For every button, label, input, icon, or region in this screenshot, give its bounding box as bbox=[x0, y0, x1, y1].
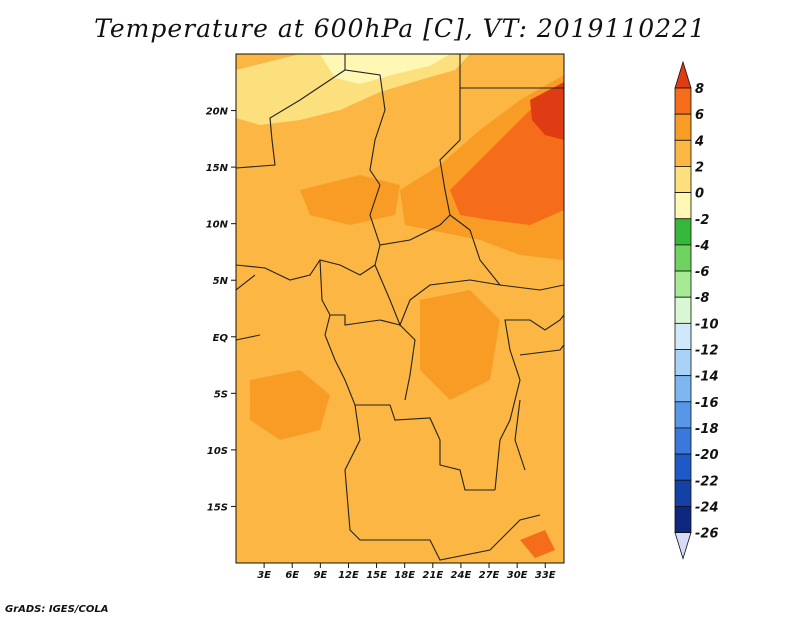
colorbar-swatch bbox=[674, 139, 692, 167]
lon-tick-label: 33E bbox=[535, 570, 556, 581]
colorbar-swatch bbox=[674, 401, 692, 429]
chart-title: Temperature at 600hPa [C], VT: 201911022… bbox=[94, 14, 706, 43]
country-borders bbox=[236, 54, 564, 561]
colorbar-label: 6 bbox=[695, 108, 704, 123]
colorbar-label: 4 bbox=[694, 134, 704, 149]
colorbar-label: 0 bbox=[695, 187, 704, 202]
lat-tick-label: 20N bbox=[206, 107, 229, 118]
field-region bbox=[250, 370, 330, 440]
colorbar-swatch bbox=[674, 427, 692, 455]
border-line bbox=[494, 314, 564, 491]
colorbar-label: -2 bbox=[695, 213, 709, 228]
colorbar-label: -12 bbox=[695, 344, 719, 359]
border-line bbox=[374, 264, 501, 327]
colorbar-swatch bbox=[674, 375, 692, 403]
colorbar-swatch bbox=[674, 479, 692, 507]
lon-tick-label: 27E bbox=[479, 570, 500, 581]
colorbar-swatch bbox=[674, 505, 692, 533]
field-region bbox=[520, 530, 555, 558]
lat-tick-label: 10N bbox=[206, 220, 229, 231]
lat-tick-label: 5S bbox=[214, 389, 228, 400]
lon-tick-label: 30E bbox=[507, 570, 528, 581]
lon-tick-label: 24E bbox=[451, 570, 472, 581]
lon-tick-label: 12E bbox=[338, 570, 359, 581]
colorbar-label: -10 bbox=[695, 317, 719, 332]
lon-tick-label: 18E bbox=[394, 570, 415, 581]
border-line bbox=[236, 184, 381, 281]
lat-tick-label: 15N bbox=[206, 163, 229, 174]
lat-tick-label: 15S bbox=[207, 502, 228, 513]
colorbar-label: 2 bbox=[695, 160, 704, 175]
field-region bbox=[300, 175, 400, 225]
colorbar-swatch bbox=[674, 218, 692, 246]
colorbar-swatch bbox=[674, 166, 692, 193]
field-region bbox=[236, 54, 470, 125]
colorbar-label: -6 bbox=[695, 265, 709, 280]
colorbar-label: 8 bbox=[695, 82, 704, 97]
colorbar-label: -4 bbox=[695, 239, 709, 254]
colorbar-swatch bbox=[674, 349, 692, 377]
colorbar-swatch bbox=[674, 453, 692, 481]
border-line bbox=[236, 259, 401, 326]
lon-tick-label: 21E bbox=[422, 570, 443, 581]
lat-tick-label: 5N bbox=[213, 276, 229, 287]
colorbar-max-arrow bbox=[674, 60, 692, 89]
colorbar-swatch bbox=[674, 322, 692, 350]
border-line bbox=[324, 314, 495, 491]
border-line bbox=[439, 88, 564, 291]
border-line bbox=[399, 324, 416, 401]
colorbar: 8 6 4 2 0 -2 -4 -6 -8 -10 -12 -14 -16 -18 -20 -22 -24 -26 bbox=[674, 60, 719, 560]
map-frame bbox=[235, 53, 565, 564]
colorbar-label: -14 bbox=[695, 370, 719, 385]
temperature-field bbox=[236, 54, 564, 563]
colorbar-label: -16 bbox=[695, 396, 719, 411]
colorbar-label: -18 bbox=[695, 422, 719, 437]
lon-tick-label: 15E bbox=[366, 570, 387, 581]
colorbar-swatch bbox=[674, 87, 692, 115]
field-region bbox=[530, 82, 564, 140]
border-line bbox=[379, 214, 451, 246]
lat-tick-label: EQ bbox=[213, 333, 229, 344]
colorbar-swatch bbox=[674, 192, 692, 220]
border-line bbox=[344, 404, 541, 561]
colorbar-swatch bbox=[674, 270, 692, 298]
lon-tick-label: 3E bbox=[257, 570, 271, 581]
colorbar-min-arrow bbox=[674, 532, 692, 560]
colorbar-label: -26 bbox=[695, 527, 719, 542]
lon-tick-label: 6E bbox=[285, 570, 299, 581]
colorbar-label: -20 bbox=[695, 448, 719, 463]
border-line bbox=[236, 334, 564, 471]
lat-axis: 20N 15N 10N 5N EQ 5S 10S 15S bbox=[206, 107, 236, 513]
colorbar-swatch bbox=[674, 244, 692, 272]
field-region bbox=[420, 290, 500, 400]
lon-axis: 3E 6E 9E 12E 15E 18E 21E 24E 27E 30E 33E bbox=[257, 563, 556, 581]
colorbar-swatch bbox=[674, 296, 692, 324]
lat-tick-label: 10S bbox=[207, 446, 228, 457]
colorbar-swatch bbox=[674, 113, 692, 141]
grads-credit: GrADS: IGES/COLA bbox=[5, 604, 109, 615]
field-region bbox=[320, 54, 450, 84]
colorbar-label: -24 bbox=[695, 500, 719, 515]
colorbar-label: -8 bbox=[695, 291, 709, 306]
colorbar-label: -22 bbox=[695, 474, 719, 489]
lon-tick-label: 9E bbox=[313, 570, 327, 581]
